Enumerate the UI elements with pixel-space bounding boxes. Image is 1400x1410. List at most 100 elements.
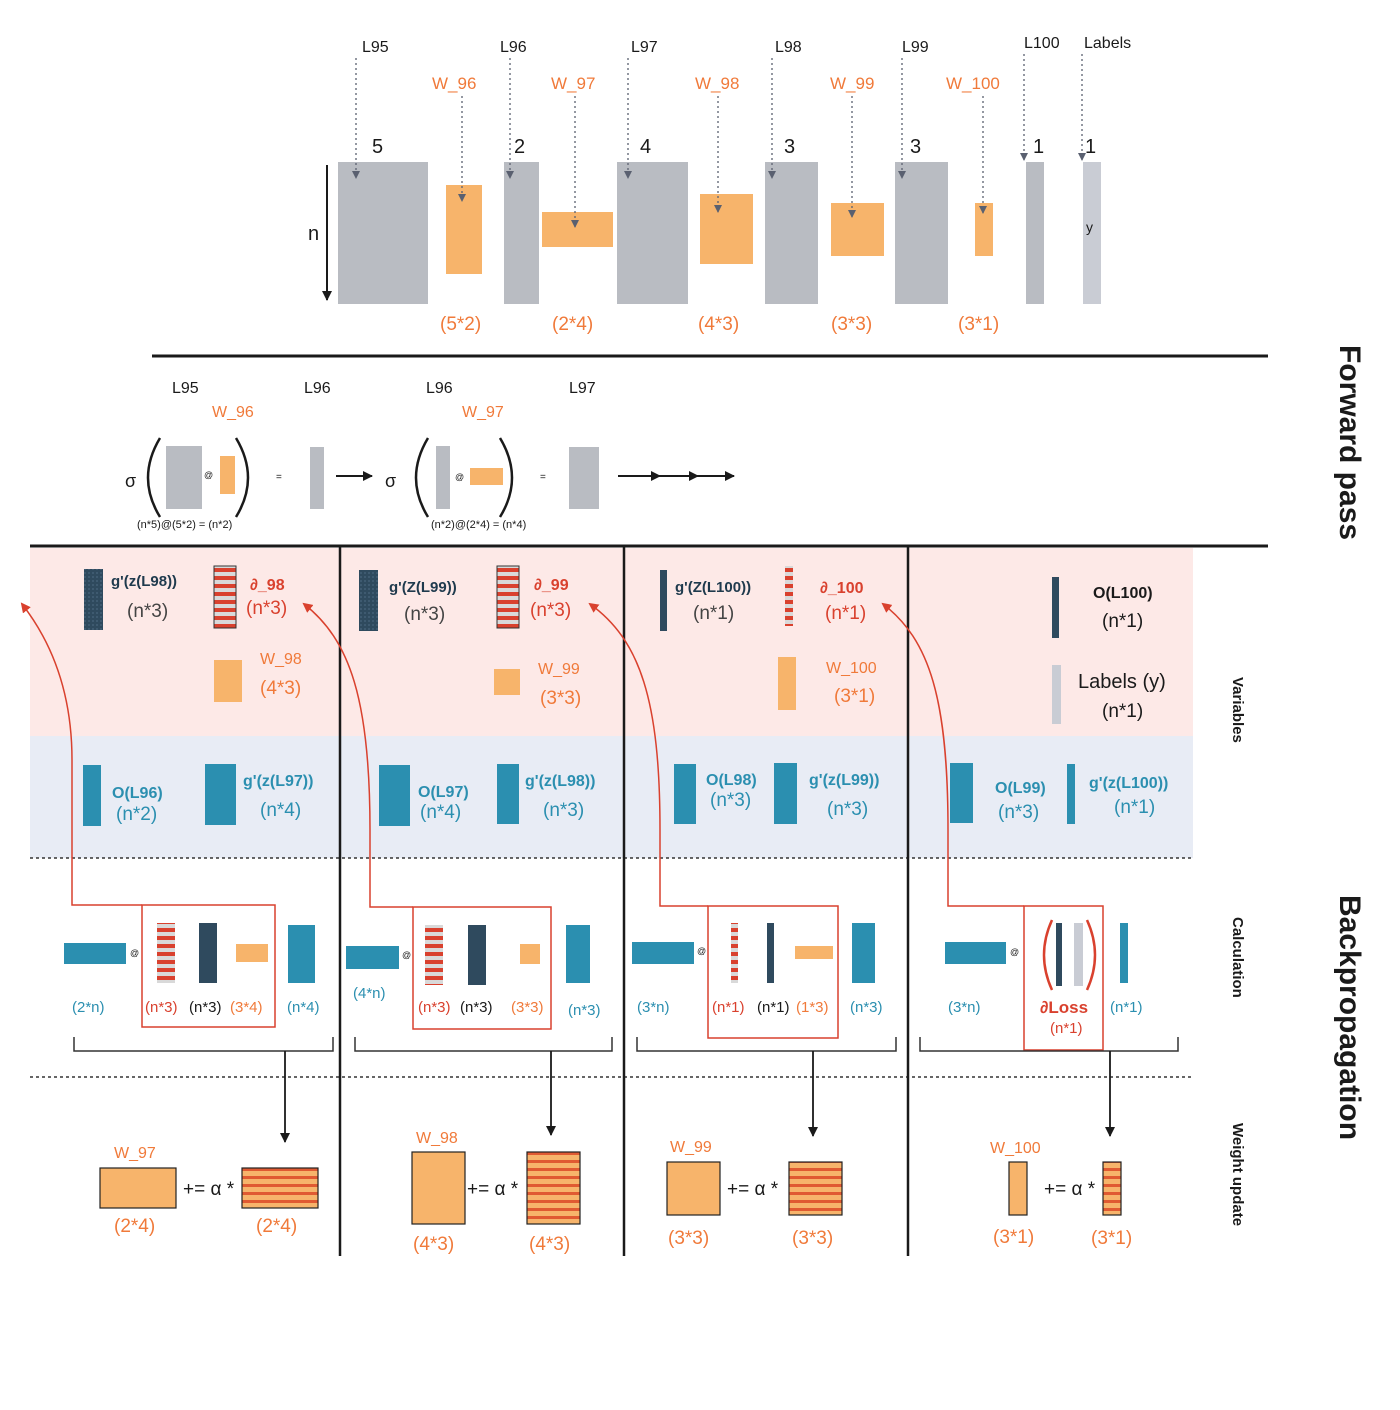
- col1-update-grad-dim: (2*4): [256, 1216, 297, 1237]
- calc-delta-block: [731, 923, 738, 983]
- labels-block: [1083, 162, 1101, 304]
- col2-update-label: W_98: [416, 1130, 458, 1147]
- paren-right: [498, 437, 514, 518]
- grad-w97-block: [241, 1167, 319, 1209]
- col4-calc-dim: (3*n): [948, 999, 981, 1016]
- weight-dim-w96: (5*2): [440, 314, 481, 335]
- delta-98-block: [213, 565, 237, 629]
- col3-var-top-dim: (n*1): [693, 603, 734, 624]
- col4-var-bottom-label: O(L99): [995, 780, 1046, 797]
- col1-calc-dim: (3*4): [230, 999, 263, 1016]
- o-l99-block: [950, 763, 973, 823]
- col4-update-dim: (3*1): [993, 1227, 1034, 1248]
- calc-weight-block: [236, 944, 268, 962]
- col2-var-bottom2-label: g'(z(L98)): [525, 773, 595, 790]
- backprop-column-4: O(L100) (n*1) Labels (y) (n*1) O(L99) (n…: [919, 577, 1179, 1249]
- col3-var-bottom-label: O(L98): [706, 772, 757, 789]
- g-prime-l100-block: [660, 570, 667, 631]
- col1-var-bottom-label: O(L96): [112, 785, 163, 802]
- col1-delta-label: ∂_98: [250, 577, 285, 594]
- col3-delta-dim: (n*1): [825, 603, 866, 624]
- col1-weight-label: W_98: [260, 651, 302, 668]
- col4-update-grad-dim: (3*1): [1091, 1228, 1132, 1249]
- g-prime-l100-teal-block: [1067, 764, 1075, 824]
- col2-update-dim: (4*3): [413, 1234, 454, 1255]
- col4-calc-dim: (n*1): [1050, 1020, 1083, 1037]
- col4-var-bottom2-dim: (n*1): [1114, 797, 1155, 818]
- col1-var-bottom-dim: (n*2): [116, 804, 157, 825]
- w98-var-block: [214, 660, 242, 702]
- calc-highlight-box: [1023, 905, 1104, 1051]
- eq1-left-label: L95: [172, 380, 199, 397]
- col2-var-top-dim: (n*3): [404, 604, 445, 625]
- bracket: [73, 1037, 334, 1052]
- labels-y-block: [1052, 665, 1061, 724]
- sigma-symbol: σ: [125, 471, 136, 491]
- calc-teal-block: [288, 925, 315, 983]
- equals-symbol: =: [276, 472, 282, 483]
- calc-highlight-box: [412, 906, 552, 1030]
- layer-label-l98: L98: [775, 39, 802, 56]
- paren-left: [414, 437, 430, 518]
- backprop-column-3: g'(Z(L100)) (n*1) ∂_100 (n*1) W_100 (3*1…: [632, 566, 897, 1249]
- eq2-weight-block: [470, 468, 503, 485]
- calc-output-block: [1056, 923, 1062, 986]
- col1-update-dim: (2*4): [114, 1216, 155, 1237]
- col3-calc-dim: (1*3): [796, 999, 829, 1016]
- col2-var-bottom2-dim: (n*3): [543, 800, 584, 821]
- eq1-right-label: L96: [304, 380, 331, 397]
- calc-navy-block: [767, 923, 774, 983]
- layer-size-labels: 1: [1085, 136, 1096, 158]
- feedback-arrow: [588, 602, 708, 907]
- layer-size-l95: 5: [372, 136, 383, 158]
- col1-calc-dim: (n*3): [145, 999, 178, 1016]
- col3-calc-dim: (n*1): [757, 999, 790, 1016]
- col3-delta-label: ∂_100: [820, 580, 864, 597]
- layer-label-l99: L99: [902, 39, 929, 56]
- eq1-input-block: [166, 446, 202, 509]
- weight-dim-w99: (3*3): [831, 314, 872, 335]
- col4-var-bottom2-label: g'(z(L100)): [1089, 775, 1168, 792]
- weight-w99-block: [831, 203, 884, 256]
- forward-equations: L95 L96 W_96 σ @ = (n*5)@(5*2) = (n*2) L…: [125, 380, 735, 531]
- weight-w98-block: [700, 194, 753, 264]
- w99-update-block: [666, 1161, 721, 1216]
- g-prime-l97-block: [205, 764, 236, 825]
- layer-size-l97: 4: [640, 136, 651, 158]
- col3-var-top-label: g'(Z(L100)): [675, 579, 751, 596]
- at-symbol: @: [204, 470, 213, 480]
- calc-navy-block: [468, 925, 486, 985]
- delta-100-block: [785, 566, 793, 626]
- col2-delta-label: ∂_99: [534, 577, 569, 594]
- at-symbol: @: [130, 948, 139, 958]
- o-l96-block: [83, 765, 101, 826]
- col2-calc-dim: (n*3): [568, 1002, 601, 1019]
- paren-left-red: [1042, 919, 1054, 991]
- weight-label-w97: W_97: [551, 74, 595, 93]
- feedback-arrow: [302, 602, 413, 908]
- calc-navy-block: [199, 923, 217, 983]
- eq2-right-label: L97: [569, 380, 596, 397]
- col2-calc-dim: (3*3): [511, 999, 544, 1016]
- w99-var-block: [494, 669, 520, 695]
- eq1-output-block: [310, 447, 324, 509]
- at-symbol: @: [697, 946, 706, 956]
- col3-weight-dim: (3*1): [834, 686, 875, 707]
- layer-label-l96: L96: [500, 39, 527, 56]
- w100-var-block: [778, 657, 796, 710]
- col3-weight-label: W_100: [826, 660, 877, 677]
- col1-calc-dim: (n*3): [189, 999, 222, 1016]
- col3-var-bottom2-dim: (n*3): [827, 799, 868, 820]
- bracket: [636, 1037, 897, 1052]
- col3-update-op: += α *: [727, 1179, 779, 1200]
- col2-calc-dim: (n*3): [418, 999, 451, 1016]
- eq2-output-block: [569, 447, 599, 509]
- variables-band-pink: [30, 548, 1193, 736]
- col4-update-op: += α *: [1044, 1179, 1096, 1200]
- col1-var-top-dim: (n*3): [127, 601, 168, 622]
- paren-right-red: [1085, 919, 1097, 991]
- delta-99-block: [496, 565, 520, 629]
- weight-dim-w98: (4*3): [698, 314, 739, 335]
- col4-calc-loss: ∂Loss: [1040, 998, 1088, 1017]
- col1-calc-dim: (2*n): [72, 999, 105, 1016]
